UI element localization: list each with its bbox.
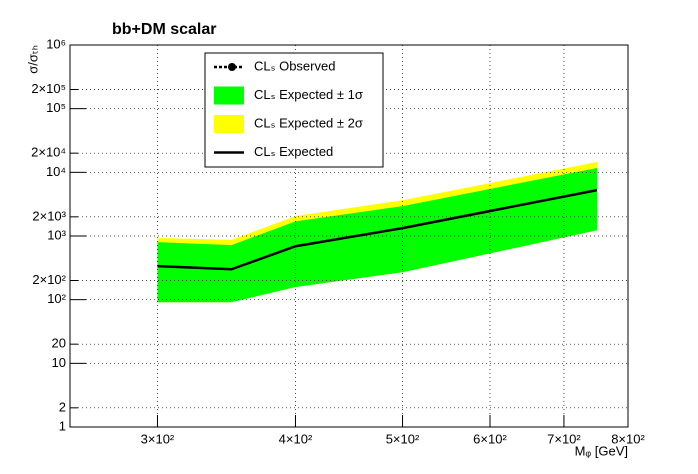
band: [157, 167, 598, 303]
y-tick-label: 10⁶: [46, 36, 66, 51]
x-tick-label: 7×10²: [547, 431, 581, 446]
y-tick-label: 10⁵: [46, 100, 66, 115]
line: [157, 188, 598, 271]
x-tick-label: 6×10²: [473, 431, 507, 446]
legend-label: CLₛ Expected ± 1σ: [254, 87, 363, 102]
y-tick-label: 2×10⁴: [31, 145, 66, 160]
y-tick-label: 10²: [47, 291, 66, 306]
x-axis-label: Mᵩ [GeV]: [575, 443, 628, 458]
y-tick-label: 10: [52, 355, 66, 370]
y-tick-label: 2×10²: [32, 272, 66, 287]
chart-title: bb+DM scalar: [112, 21, 216, 38]
legend-swatch: [228, 63, 236, 71]
y-tick-label: 2×10⁵: [31, 81, 66, 96]
y-tick-label: 20: [52, 336, 66, 351]
legend-swatch: [214, 115, 244, 133]
y-tick-label: 1: [59, 418, 66, 433]
x-tick-label: 5×10²: [386, 431, 420, 446]
legend-label: CLₛ Observed: [254, 58, 335, 73]
y-tick-label: 2: [59, 399, 66, 414]
legend-box: [204, 52, 384, 168]
y-tick-label: 2×10³: [32, 208, 66, 223]
x-tick-label: 8×10²: [611, 431, 645, 446]
y-axis-label: σ/σₜₕ: [25, 45, 40, 74]
x-tick-label: 4×10²: [279, 431, 313, 446]
legend-swatch: [214, 86, 244, 105]
y-tick-label: 10⁴: [46, 164, 66, 179]
x-tick-label: 3×10²: [141, 431, 175, 446]
y-tick-label: 10³: [47, 227, 66, 242]
legend-label: CLₛ Expected: [254, 144, 333, 159]
legend-label: CLₛ Expected ± 2σ: [254, 115, 363, 130]
